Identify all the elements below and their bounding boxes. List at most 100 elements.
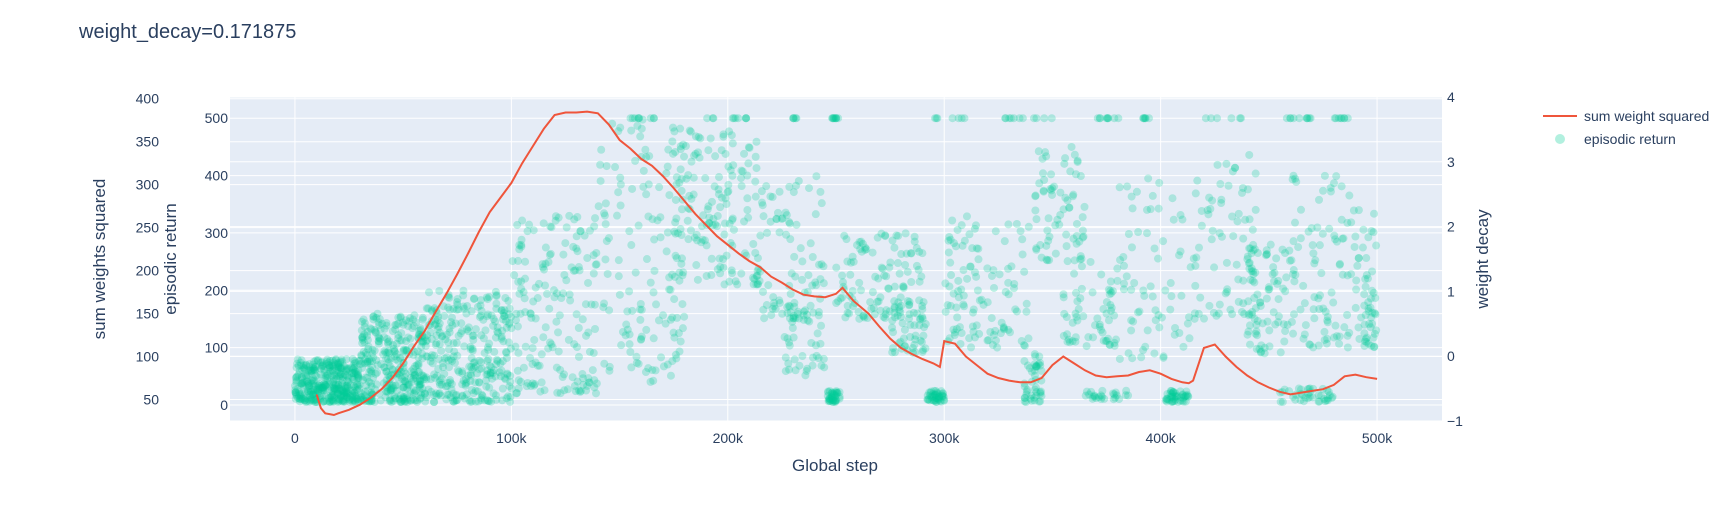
scatter-point: [621, 331, 630, 340]
scatter-point: [574, 263, 583, 272]
scatter-point: [691, 132, 700, 141]
scatter-point: [1071, 170, 1080, 179]
scatter-point: [385, 379, 394, 388]
scatter-point: [645, 152, 654, 161]
scatter-point: [339, 372, 348, 381]
scatter-point: [963, 274, 972, 283]
scatter-point: [329, 358, 338, 367]
scatter-point: [1332, 332, 1341, 341]
scatter-point: [1285, 256, 1294, 265]
scatter-point: [497, 306, 506, 315]
scatter-point: [1078, 213, 1087, 222]
scatter-point: [558, 372, 567, 381]
scatter-point: [781, 353, 790, 362]
scatter-point: [533, 361, 542, 370]
scatter-point: [1332, 172, 1341, 181]
scatter-point: [437, 332, 446, 341]
scatter-point: [941, 279, 950, 288]
scatter-point: [636, 300, 645, 309]
legend-item-episodic-return[interactable]: episodic return: [1555, 131, 1676, 147]
scatter-point: [449, 397, 458, 406]
scatter-point: [416, 326, 425, 335]
scatter-point: [325, 363, 334, 372]
scatter-point: [900, 325, 909, 334]
scatter-point: [1098, 328, 1107, 337]
scatter-point: [846, 258, 855, 267]
scatter-point: [1163, 394, 1172, 403]
scatter-point: [890, 297, 899, 306]
scatter-point: [434, 355, 443, 364]
scatter-point: [719, 263, 728, 272]
scatter-point: [1369, 333, 1378, 342]
scatter-point: [359, 347, 368, 356]
scatter-point: [828, 397, 837, 406]
scatter-point: [358, 333, 367, 342]
scatter-point: [1262, 250, 1271, 259]
scatter-point: [428, 351, 437, 360]
scatter-point: [1238, 188, 1247, 197]
scatter-point: [950, 328, 959, 337]
scatter-point: [1173, 391, 1182, 400]
scatter-point: [359, 315, 368, 324]
scatter-point: [491, 372, 500, 381]
scatter-point: [1354, 206, 1363, 215]
scatter-point: [778, 309, 787, 318]
scatter-point: [1119, 285, 1128, 294]
scatter-point: [1112, 335, 1121, 344]
scatter-point: [1285, 246, 1294, 255]
scatter-point: [959, 300, 968, 309]
scatter-point: [725, 127, 734, 136]
scatter-point: [909, 308, 918, 317]
scatter-point: [891, 313, 900, 322]
scatter-point: [825, 387, 834, 396]
scatter-point: [874, 297, 883, 306]
scatter-point: [1093, 314, 1102, 323]
scatter-point: [1322, 396, 1331, 405]
scatter-point: [605, 366, 614, 375]
scatter-point: [1037, 253, 1046, 262]
scatter-point: [653, 216, 662, 225]
scatter-point: [953, 313, 962, 322]
scatter-point: [350, 391, 359, 400]
y1-tick-label: 300: [136, 177, 160, 193]
scatter-point: [326, 391, 335, 400]
scatter-point: [947, 271, 956, 280]
scatter-point: [1036, 358, 1045, 367]
scatter-point: [986, 328, 995, 337]
scatter-point: [354, 366, 363, 375]
scatter-point: [519, 288, 528, 297]
scatter-point: [526, 309, 535, 318]
scatter-point: [671, 229, 680, 238]
scatter-point: [772, 214, 781, 223]
scatter-point: [839, 278, 848, 287]
scatter-point: [1023, 361, 1032, 370]
scatter-point: [302, 360, 311, 369]
scatter-point: [725, 277, 734, 286]
scatter-point: [514, 376, 523, 385]
scatter-point: [300, 378, 309, 387]
scatter-point: [634, 114, 643, 123]
scatter-point: [1361, 275, 1370, 284]
scatter-point: [948, 216, 957, 225]
scatter-point: [392, 381, 401, 390]
scatter-point: [814, 354, 823, 363]
scatter-point: [1229, 232, 1238, 241]
scatter-point: [1070, 269, 1079, 278]
scatter-point: [571, 266, 580, 275]
scatter-point: [457, 319, 466, 328]
scatter-point: [890, 243, 899, 252]
scatter-point: [335, 396, 344, 405]
scatter-point: [1006, 114, 1015, 123]
scatter-point: [560, 386, 569, 395]
legend-item-sum-weight-squared[interactable]: sum weight squared: [1543, 108, 1709, 124]
scatter-point: [623, 307, 632, 316]
scatter-point: [767, 311, 776, 320]
scatter-point: [382, 321, 391, 330]
scatter-point: [888, 348, 897, 357]
scatter-point: [1369, 228, 1378, 237]
scatter-point: [663, 228, 672, 237]
plot-area: [230, 97, 1442, 421]
scatter-point: [434, 364, 443, 373]
scatter-point: [1069, 190, 1078, 199]
legend-label-sum-weight-squared: sum weight squared: [1584, 108, 1709, 124]
